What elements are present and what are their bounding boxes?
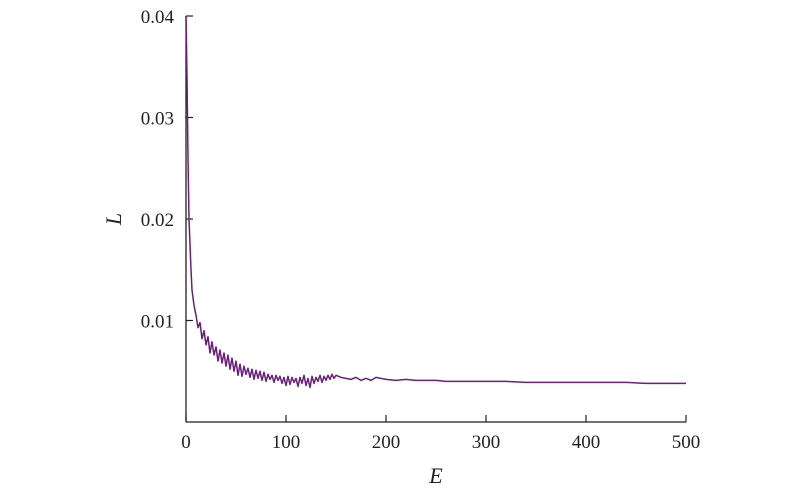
loss-series-line (185, 15, 686, 389)
x-tick-label: 500 (672, 432, 701, 453)
x-axis-ticks: 0 100 200 300 400 500 (181, 415, 700, 453)
x-tick-label: 0 (181, 432, 191, 453)
y-tick-label: 0.04 (141, 7, 175, 28)
x-tick-label: 200 (372, 432, 401, 453)
y-tick-label: 0.02 (141, 210, 174, 231)
y-tick-label: 0.01 (141, 312, 174, 333)
y-tick-label: 0.03 (141, 109, 174, 130)
x-axis-label: E (428, 463, 443, 488)
y-axis-ticks: 0.01 0.02 0.03 0.04 (141, 7, 193, 333)
x-tick-label: 400 (572, 432, 601, 453)
x-tick-label: 300 (472, 432, 501, 453)
x-tick-label: 100 (272, 432, 301, 453)
y-axis-label: L (101, 213, 126, 226)
